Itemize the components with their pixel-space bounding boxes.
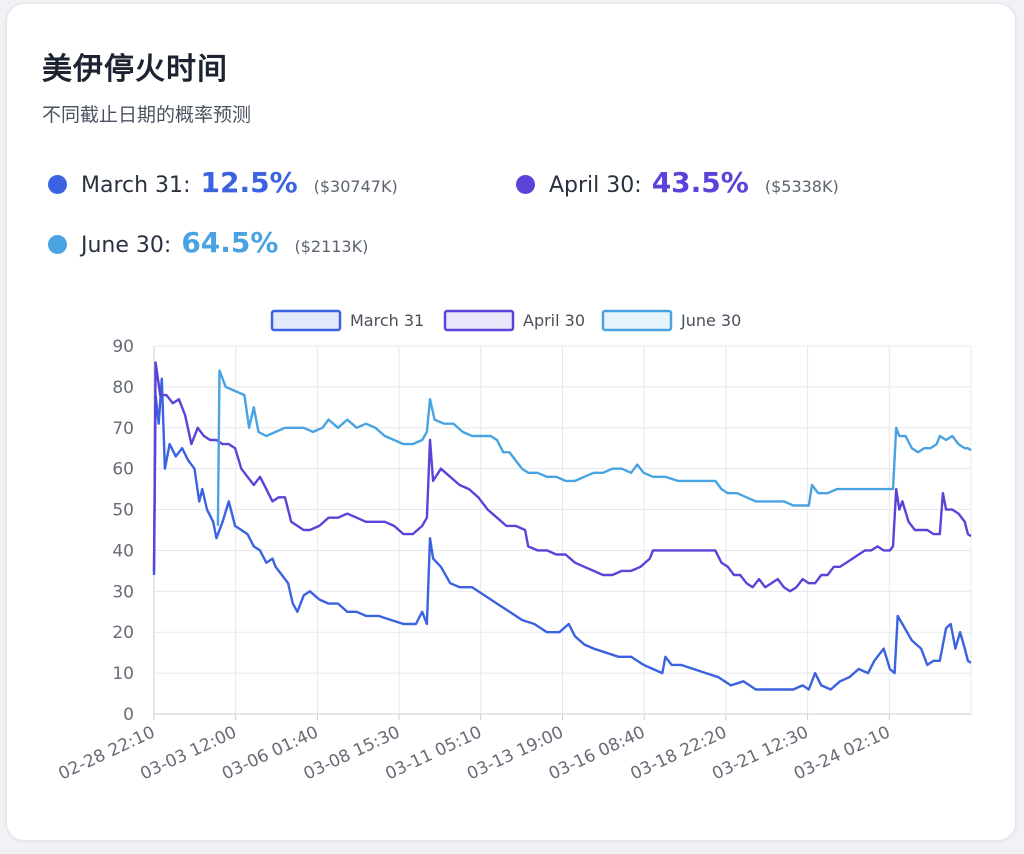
stat-june-30: June 30 : 64.5% ($2113K) [48,226,368,259]
march-31-dot-icon [48,175,67,194]
stat-volume: ($2113K) [294,237,369,256]
stat-name: June 30 [81,233,164,258]
legend-swatch-march-31 [270,309,342,332]
stat-probability: 12.5% [200,166,298,199]
y-tick-label: 90 [112,337,134,357]
y-tick-label: 50 [112,501,134,521]
april-30-dot-icon [516,175,535,194]
stat-volume: ($5338K) [764,177,839,196]
june-30-dot-icon [48,235,67,254]
stat-probability: 43.5% [651,166,749,199]
y-tick-label: 10 [112,664,134,684]
y-tick-label: 60 [112,460,134,480]
series-line-april-30 [152,361,972,593]
stat-volume: ($30747K) [313,177,398,196]
y-tick-label: 40 [112,541,134,561]
stat-name: March 31 [81,173,184,198]
y-tick-label: 20 [112,623,134,643]
series-line-june-30 [216,369,972,526]
stat-name: April 30 [549,173,635,198]
chart-title: 美伊停火时间 [42,52,228,87]
legend-label-june-30: June 30 [680,311,741,330]
y-tick-label: 30 [112,582,134,602]
stat-colon: : [163,233,172,258]
y-tick-label: 0 [123,705,134,725]
chart-subtitle: 不同截止日期的概率预测 [42,104,252,126]
legend-label-april-30: April 30 [523,311,585,330]
legend-swatch-june-30 [601,309,673,332]
stat-colon: : [634,173,642,198]
stat-april-30: April 30 : 43.5% ($5338K) [516,166,839,199]
stat-probability: 64.5% [181,226,279,259]
legend-swatch-april-30 [443,309,515,332]
card [6,3,1016,841]
y-tick-label: 70 [112,419,134,439]
y-tick-label: 80 [112,378,134,398]
legend-label-march-31: March 31 [350,311,424,330]
series-line-march-31 [152,377,972,691]
stat-colon: : [183,173,191,198]
stat-march-31: March 31 : 12.5% ($30747K) [48,166,398,199]
